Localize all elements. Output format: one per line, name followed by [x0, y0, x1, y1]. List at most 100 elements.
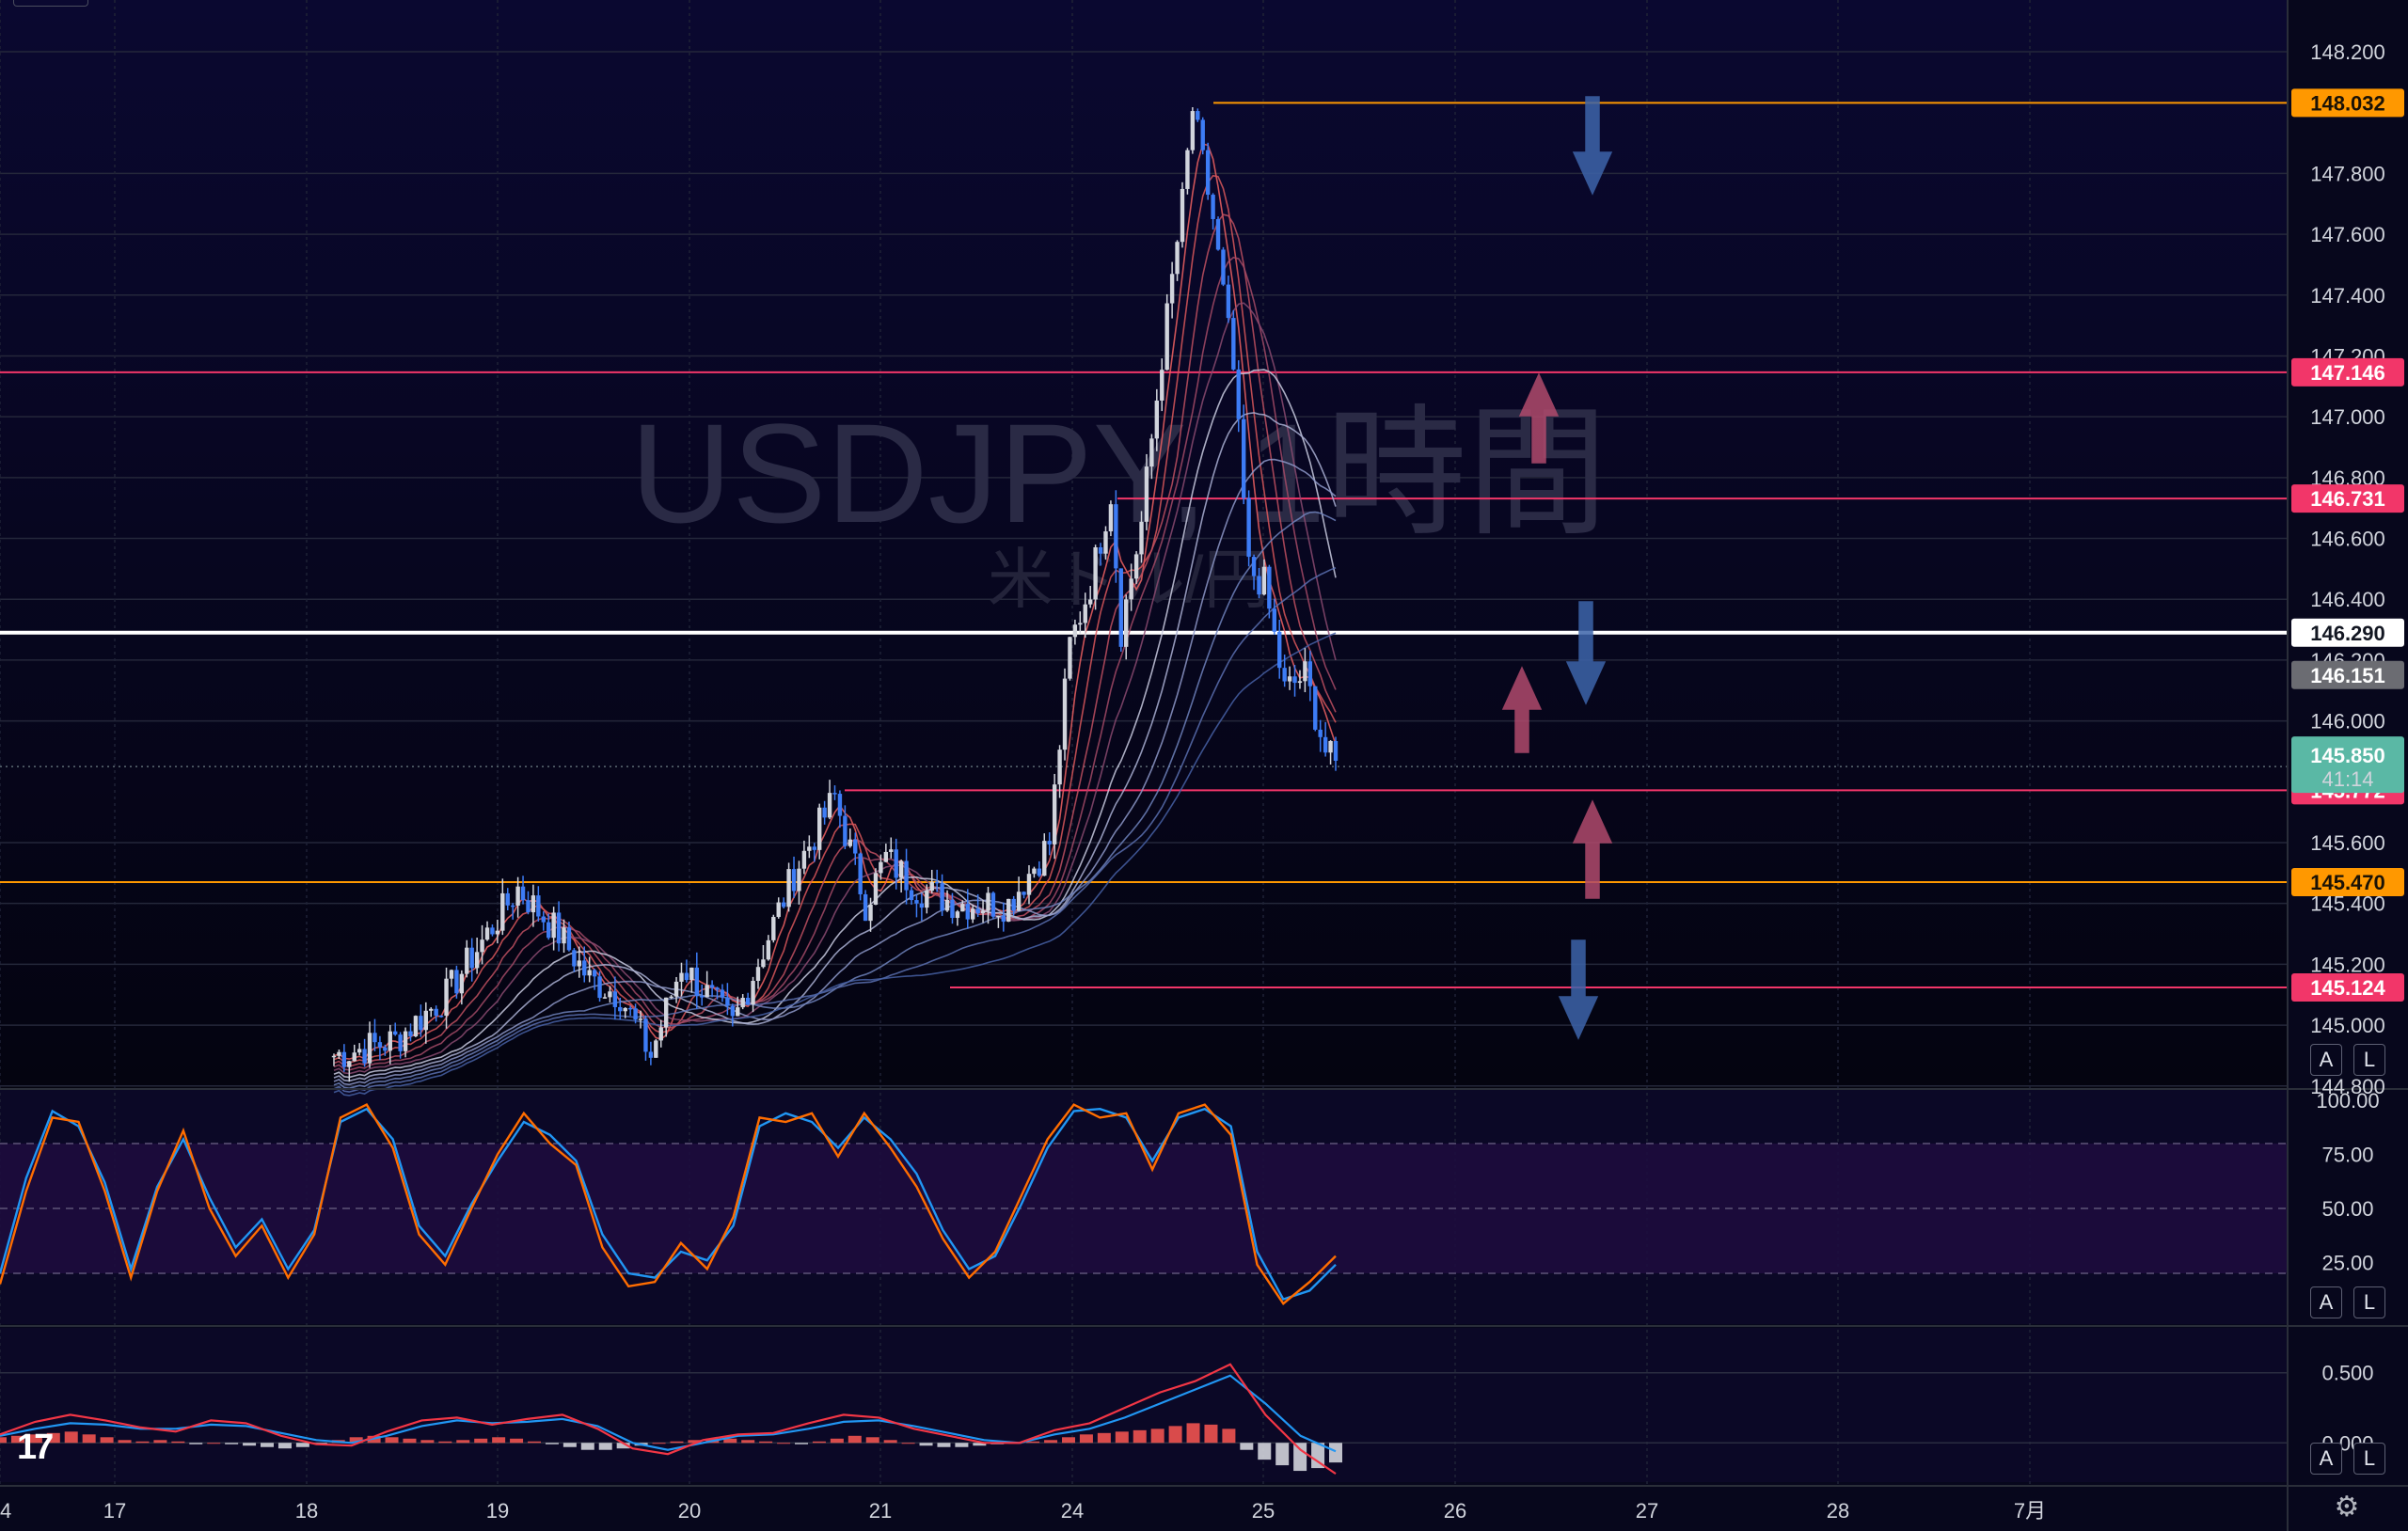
candle-body: [419, 1016, 423, 1031]
price-level-tag-label: 148.032: [2310, 91, 2385, 115]
macd-histogram-bar: [652, 1443, 666, 1444]
moving-average-ribbon: [333, 143, 1337, 1097]
macd-histogram-bar: [510, 1438, 524, 1444]
annotation-arrows[interactable]: [1501, 96, 1613, 1040]
candle-body: [822, 807, 827, 818]
candle-body: [709, 985, 715, 988]
price-tick-label: 148.200: [2310, 40, 2385, 64]
log-scale-button[interactable]: L: [2353, 1286, 2385, 1318]
candle-body: [1133, 554, 1139, 579]
candle-body: [413, 1016, 419, 1036]
candle-body: [377, 1042, 383, 1048]
candle-body: [1313, 686, 1318, 730]
price-level-tag: [2291, 357, 2404, 387]
top-left-control[interactable]: [13, 0, 88, 7]
candle-body: [1180, 188, 1185, 243]
macd-histogram-bar: [1258, 1443, 1272, 1460]
auto-scale-button[interactable]: A: [2310, 1286, 2342, 1318]
price-tick-label: 144.800: [2310, 1075, 2385, 1098]
moving-average-line: [333, 256, 1337, 1071]
candle-body: [679, 972, 684, 982]
up-arrow-icon: [1572, 799, 1613, 899]
candle-body: [720, 989, 725, 998]
candle-body: [965, 904, 970, 920]
current-price-label: 145.850: [2310, 744, 2385, 767]
auto-scale-button[interactable]: A: [2310, 1044, 2342, 1076]
price-level-tag: [2291, 484, 2404, 513]
candle-body: [996, 915, 1001, 918]
candle-body: [980, 910, 986, 914]
candle-body: [383, 1047, 388, 1051]
candle-body: [843, 815, 848, 846]
macd-histogram-bar: [937, 1443, 951, 1447]
candle-body: [429, 1008, 434, 1011]
time-tick-label: 27: [1636, 1499, 1658, 1523]
candle-body: [898, 860, 904, 878]
down-arrow-icon: [1565, 601, 1607, 705]
log-scale-button[interactable]: L: [2353, 1443, 2385, 1475]
moving-average-line: [333, 302, 1337, 1075]
log-scale-button[interactable]: L: [2353, 1044, 2385, 1076]
candle-body: [1037, 868, 1042, 876]
price-level-tag-label: 145.124: [2310, 976, 2385, 1000]
auto-scale-button[interactable]: A: [2310, 1443, 2342, 1475]
candle-body: [781, 902, 786, 908]
moving-average-line: [333, 174, 1337, 1064]
macd-histogram-bar: [1168, 1426, 1182, 1444]
candle-body: [1006, 898, 1011, 923]
macd-histogram-bar: [1275, 1443, 1290, 1466]
price-tick-label: 146.600: [2310, 528, 2385, 551]
moving-average-line: [333, 213, 1337, 1067]
settings-gear-icon[interactable]: ⚙: [2334, 1491, 2360, 1523]
macd-histogram-bar: [46, 1432, 60, 1444]
macd-histogram-bar: [973, 1443, 987, 1446]
candle-body: [1333, 741, 1339, 761]
candle-body: [556, 912, 562, 944]
candle-body: [331, 1055, 337, 1058]
candle-body: [536, 895, 541, 917]
stochastic-line: [0, 1107, 1337, 1302]
candle-body: [705, 985, 709, 998]
candle-body: [837, 794, 843, 816]
candle-body: [684, 972, 689, 981]
candle-body: [515, 886, 520, 906]
down-arrow-icon: [1572, 96, 1613, 196]
candle-body: [894, 849, 898, 878]
candle-body: [505, 892, 510, 906]
tradingview-logo: 17: [17, 1428, 54, 1467]
macd-histogram-bar: [420, 1440, 435, 1444]
candle-body: [1190, 111, 1196, 150]
price-level-tag: [2291, 868, 2404, 897]
current-price-tag: [2291, 736, 2404, 794]
candle-body: [459, 973, 465, 994]
macd-histogram-bar: [385, 1437, 399, 1444]
horizontal-levels[interactable]: [0, 102, 2288, 988]
macd-histogram-bar: [1079, 1434, 1093, 1444]
macd-histogram-bar: [528, 1441, 541, 1444]
candle-body: [879, 861, 883, 874]
candle-body: [510, 905, 515, 908]
candle-body: [694, 967, 699, 997]
candle-body: [1062, 678, 1068, 750]
macd-histogram-bar: [1311, 1443, 1325, 1469]
candle-body: [925, 891, 929, 908]
candle-body: [480, 939, 484, 953]
candle-body: [1011, 898, 1016, 911]
candle-body: [971, 908, 975, 920]
candle-body: [1267, 566, 1272, 609]
macd-histogram-bar: [777, 1443, 791, 1444]
candle-body: [1087, 599, 1093, 605]
candle-body: [1297, 681, 1303, 684]
time-tick-label: 20: [678, 1499, 701, 1523]
macd-histogram-bar: [1044, 1440, 1058, 1444]
candle-body: [1211, 195, 1215, 219]
candle-body: [944, 899, 950, 911]
candle-body: [914, 900, 919, 904]
candle-body: [919, 903, 925, 908]
moving-average-line: [333, 567, 1337, 1093]
time-axis[interactable]: 14 17 18 19 20 21 24 25 26 27 28 7月: [0, 1499, 2046, 1523]
candle-body: [608, 991, 612, 998]
candle-body: [495, 930, 500, 935]
macd-histogram-bar: [598, 1443, 612, 1450]
